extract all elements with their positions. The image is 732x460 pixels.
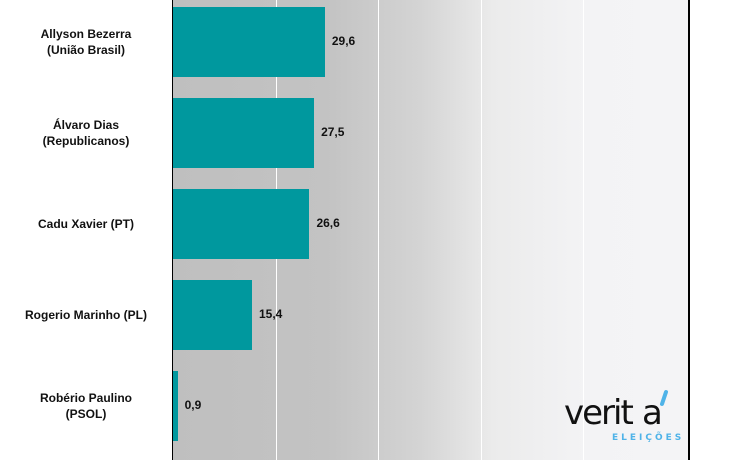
category-label: Robério Paulino (PSOL) <box>0 390 172 422</box>
svg-text:verit: verit <box>564 393 633 433</box>
verita-logo: verit a ELEIÇÕES <box>564 390 682 443</box>
data-label: 27,5 <box>321 125 345 139</box>
category-label-line: (União Brasil) <box>46 43 125 57</box>
svg-text:ELEIÇÕES: ELEIÇÕES <box>612 431 682 443</box>
gridline <box>583 0 585 460</box>
bar <box>173 98 315 168</box>
category-label: Rogerio Marinho (PL) <box>0 307 172 323</box>
bar <box>173 371 178 441</box>
category-label-line: Robério Paulino <box>39 391 132 405</box>
category-label-line: Allyson Bezerra <box>40 27 132 41</box>
svg-text:a: a <box>642 393 663 433</box>
category-label: Allyson Bezerra (União Brasil) <box>0 26 172 58</box>
plot-area: 29,6 27,5 26,6 15,4 0,9 <box>172 0 690 460</box>
category-label-line: Cadu Xavier (PT) <box>37 217 135 231</box>
category-label-line: (PSOL) <box>65 407 107 421</box>
gridline <box>480 0 482 460</box>
bar <box>173 7 325 77</box>
data-label: 29,6 <box>331 34 356 48</box>
data-label: 26,6 <box>316 216 340 230</box>
category-label: Cadu Xavier (PT) <box>0 216 172 232</box>
category-label: Álvaro Dias (Republicanos) <box>0 117 172 149</box>
data-label: 15,4 <box>259 307 283 321</box>
category-label-line: (Republicanos) <box>42 134 130 148</box>
data-label: 0,9 <box>184 398 202 412</box>
gridline <box>378 0 380 460</box>
bar <box>173 280 252 350</box>
category-label-line: Álvaro Dias <box>52 118 120 132</box>
category-label-line: Rogerio Marinho (PL) <box>25 308 147 322</box>
bar <box>173 189 310 259</box>
